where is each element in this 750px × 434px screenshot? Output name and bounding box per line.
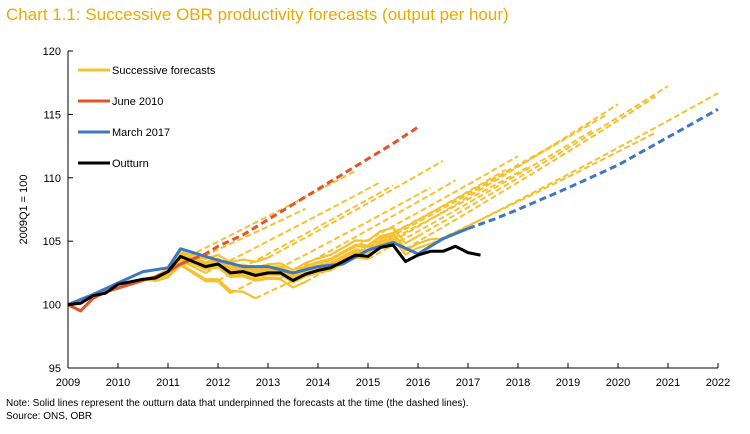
legend-label: June 2010	[112, 96, 163, 108]
y-axis-label: 2009Q1 = 100	[18, 174, 30, 244]
x-tick-label: 2011	[156, 377, 180, 389]
series-line-june-2010	[67, 257, 194, 313]
footnote-source: Source: ONS, OBR	[6, 410, 93, 422]
legend-label: Outturn	[112, 158, 149, 170]
series-line-outturn	[67, 243, 481, 307]
forecast-dashed-line	[442, 92, 719, 240]
x-tick-label: 2014	[306, 377, 330, 389]
forecast-dashed-line	[267, 160, 444, 259]
series-lines	[67, 107, 719, 313]
forecast-dashed-line	[280, 179, 456, 279]
y-tick-label: 110	[43, 173, 61, 185]
forecast-dashed-line	[404, 95, 657, 250]
y-tick-label: 115	[43, 109, 61, 121]
x-tick-label: 2019	[556, 377, 580, 389]
forecast-dashed-line	[367, 129, 594, 260]
x-tick-label: 2009	[56, 377, 80, 389]
x-tick-label: 2018	[506, 377, 530, 389]
forecast-dashed-line	[180, 170, 356, 262]
forecast-dashed-line	[392, 103, 619, 243]
footnote-note: Note: Solid lines represent the outturn …	[6, 398, 469, 409]
x-tick-label: 2010	[106, 377, 130, 389]
legend-label: March 2017	[112, 127, 170, 139]
series-dashed-march-2017	[467, 107, 719, 230]
legend-label: Successive forecasts	[112, 65, 216, 77]
x-tick-label: 2020	[606, 377, 630, 389]
x-tick-label: 2022	[706, 377, 730, 389]
axes: 95 100 105 110 115 120 2009 2010 2011 2012 2013 201…	[18, 46, 730, 389]
y-tick-label: 95	[49, 363, 61, 375]
chart-title: Chart 1.1: Successive OBR productivity f…	[6, 5, 509, 24]
forecast-dashed-line	[205, 181, 381, 274]
forecast-dashed-line	[155, 207, 306, 279]
series-dashed-june-2010	[192, 125, 419, 261]
successive-forecast-lines	[67, 85, 719, 306]
x-tick-label: 2013	[256, 377, 280, 389]
forecast-dashed-line	[380, 114, 607, 244]
series-line-march-2017	[67, 227, 469, 306]
footnotes: Note: Solid lines represent the outturn …	[6, 398, 469, 423]
chart-plot: 95 100 105 110 115 120 2009 2010 2011 2012 2013 201…	[18, 46, 730, 389]
legend: Successive forecasts June 2010 March 2017 O…	[78, 65, 216, 170]
forecast-dashed-line	[417, 85, 669, 237]
y-tick-label: 120	[43, 46, 61, 58]
y-tick-label: 100	[43, 300, 61, 312]
x-tick-label: 2017	[456, 377, 480, 389]
x-tick-label: 2016	[406, 377, 430, 389]
x-tick-label: 2015	[356, 377, 380, 389]
x-tick-label: 2012	[206, 377, 230, 389]
x-tick-label: 2021	[656, 377, 680, 389]
y-tick-label: 105	[43, 236, 61, 248]
